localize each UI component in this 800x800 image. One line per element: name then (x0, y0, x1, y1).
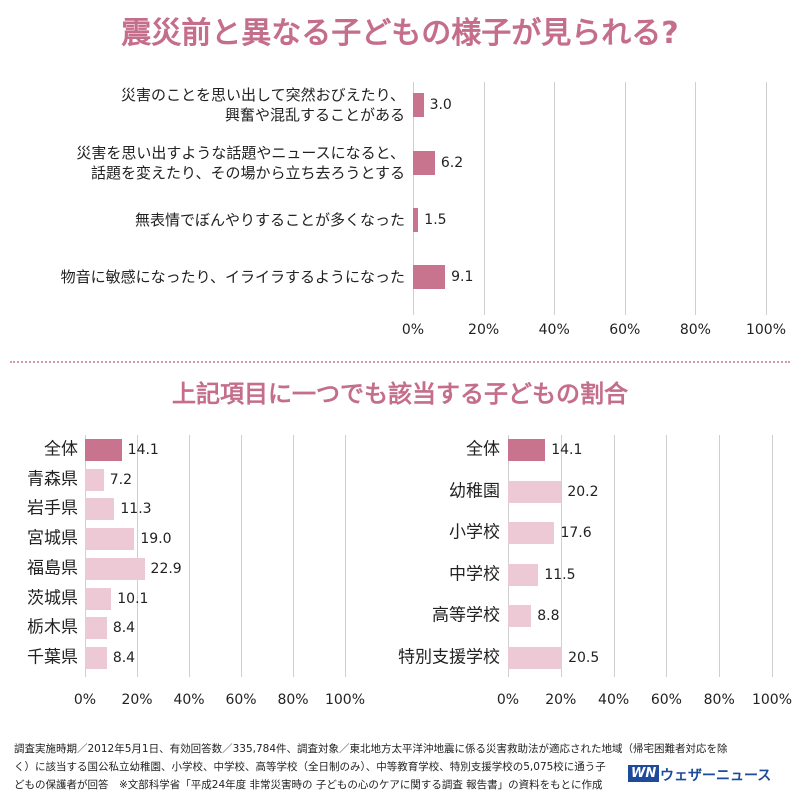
category-label: 全体 (44, 439, 78, 460)
x-tick-label: 0% (73, 692, 97, 708)
grid-line (345, 435, 346, 677)
bar (413, 265, 446, 289)
value-label: 20.5 (568, 650, 600, 666)
category-label: 高等学校 (432, 605, 500, 626)
value-label: 3.0 (429, 97, 452, 113)
bar (508, 563, 539, 586)
value-label: 14.1 (551, 442, 583, 458)
bar (413, 93, 424, 117)
x-tick-label: 60% (225, 692, 257, 708)
grid-line (137, 435, 138, 677)
separator (10, 361, 790, 363)
category-label: 災害を思い出すような話題やニュースになると、 話題を変えたり、その場から立ち去ろ… (76, 143, 405, 182)
x-tick-label: 80% (277, 692, 309, 708)
grid-line (666, 435, 668, 677)
grid-line (483, 82, 485, 315)
x-tick-label: 40% (173, 692, 205, 708)
bar (413, 151, 435, 175)
bar (85, 439, 122, 461)
grid-line (189, 435, 190, 677)
category-label: 中学校 (449, 564, 500, 585)
bar (85, 646, 107, 669)
category-label: 茨城県 (27, 588, 78, 609)
value-label: 17.6 (560, 525, 592, 542)
category-label: 特別支援学校 (398, 647, 500, 668)
category-label: 無表情でぼんやりすることが多くなった (134, 210, 405, 229)
bar (413, 208, 419, 232)
category-label: 栃木県 (27, 617, 78, 638)
grid-line (766, 82, 767, 315)
category-label: 全体 (466, 439, 500, 460)
grid-line (613, 435, 615, 677)
bar (508, 647, 563, 669)
category-label: 岩手県 (27, 498, 78, 519)
category-label: 物音に敏感になったり、イライラするようになった (60, 267, 405, 286)
grid-line (772, 435, 773, 677)
value-label: 22.9 (150, 560, 182, 577)
value-label: 20.2 (567, 483, 599, 500)
grid-line (560, 435, 562, 677)
value-label: 10.1 (117, 590, 149, 607)
brand-name: ウェザーニュース (660, 768, 772, 784)
category-label: 福島県 (27, 558, 78, 579)
value-label: 14.1 (127, 442, 159, 458)
x-tick-label: 100% (751, 692, 793, 708)
value-label: 8.4 (112, 620, 136, 637)
x-tick-label: 0% (401, 322, 425, 338)
x-tick-label: 80% (703, 692, 735, 708)
bar (85, 557, 145, 580)
value-label: 19.0 (140, 531, 172, 548)
footnote: どもの保護者が回答 ※文部科学省「平成24年度 非常災害時の 子どもの心のケアに… (14, 779, 603, 791)
value-label: 8.4 (112, 649, 136, 666)
x-tick-label: 60% (650, 692, 682, 708)
value-label: 11.3 (120, 501, 152, 518)
bar (508, 522, 555, 545)
grid-line (719, 435, 721, 677)
category-label: 千葉県 (27, 647, 78, 668)
grid-line (554, 82, 556, 315)
value-label: 11.5 (544, 566, 576, 583)
value-label: 8.8 (537, 608, 560, 625)
brand-logo: WN (628, 765, 660, 782)
footnote: 調査実施時期／2012年5月1日、有効回答数／335,784件、調査対象／東北地… (14, 743, 728, 755)
section-title: 上記項目に一つでも該当する子どもの割合 (172, 380, 628, 408)
bar (508, 439, 546, 461)
grid-line (413, 82, 414, 315)
bar (85, 587, 112, 610)
bar (85, 468, 104, 491)
grid-line (695, 82, 697, 315)
category-label: 幼稚園 (449, 481, 500, 502)
x-tick-label: 40% (538, 322, 570, 338)
bar (508, 480, 562, 503)
grid-line (241, 435, 242, 677)
footnote: く）に該当する国公私立幼稚園、小学校、中学校、高等学校（全日制のみ）、中等教育学… (14, 761, 606, 773)
x-tick-label: 40% (598, 692, 630, 708)
x-tick-label: 20% (545, 692, 577, 708)
x-tick-label: 60% (609, 322, 641, 338)
category-label: 青森県 (27, 469, 78, 490)
x-tick-label: 20% (468, 322, 500, 338)
bar (85, 617, 107, 640)
x-tick-label: 100% (324, 692, 366, 708)
grid-line (293, 435, 294, 677)
value-label: 1.5 (424, 212, 447, 228)
bar (85, 528, 135, 551)
bar (508, 605, 532, 628)
x-tick-label: 0% (496, 692, 520, 708)
page-title: 震災前と異なる子どもの様子が見られる? (121, 16, 679, 51)
grid-line (508, 435, 509, 677)
value-label: 9.1 (451, 269, 474, 285)
x-tick-label: 80% (679, 322, 711, 338)
bar (85, 498, 115, 521)
category-label: 小学校 (449, 522, 500, 543)
grid-line (624, 82, 626, 315)
x-tick-label: 100% (745, 322, 787, 338)
category-label: 宮城県 (27, 528, 78, 549)
category-label: 災害のことを思い出して突然おびえたり、 興奮や混乱することがある (121, 85, 405, 124)
grid-line (85, 435, 86, 677)
x-tick-label: 20% (121, 692, 153, 708)
value-label: 6.2 (440, 155, 464, 171)
value-label: 7.2 (109, 471, 132, 488)
